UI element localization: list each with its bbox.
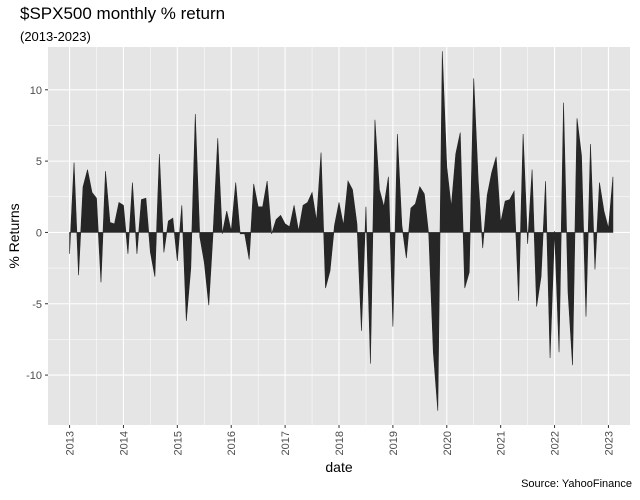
x-tick-label: 2021	[496, 431, 508, 455]
chart-caption: Source: YahooFinance	[521, 478, 632, 490]
x-tick-label: 2016	[226, 431, 238, 455]
x-tick-label: 2013	[65, 431, 77, 455]
x-axis: 2013 2014 2015 2016 2017 2018 2019 2020 2021 2022…	[65, 425, 615, 455]
chart-subtitle: (2013-2023)	[20, 29, 91, 44]
x-tick-label: 2023	[603, 431, 615, 455]
x-tick-label: 2015	[172, 431, 184, 455]
y-tick-label: 10	[30, 85, 42, 97]
x-tick-label: 2018	[334, 431, 346, 455]
y-axis: -10 -5 0 5 10	[26, 85, 48, 382]
x-axis-title: date	[325, 459, 352, 475]
x-tick-label: 2019	[388, 431, 400, 455]
x-tick-label: 2022	[550, 431, 562, 455]
y-tick-label: 5	[36, 156, 42, 168]
x-tick-label: 2017	[280, 431, 292, 455]
y-tick-label: -10	[26, 370, 42, 382]
y-tick-label: 0	[36, 227, 42, 239]
y-tick-label: -5	[32, 299, 42, 311]
returns-area	[69, 51, 614, 411]
x-tick-label: 2020	[442, 431, 454, 455]
x-tick-label: 2014	[118, 431, 130, 455]
y-axis-title: % Returns	[6, 203, 22, 268]
chart-title: $SPX500 monthly % return	[20, 4, 226, 23]
